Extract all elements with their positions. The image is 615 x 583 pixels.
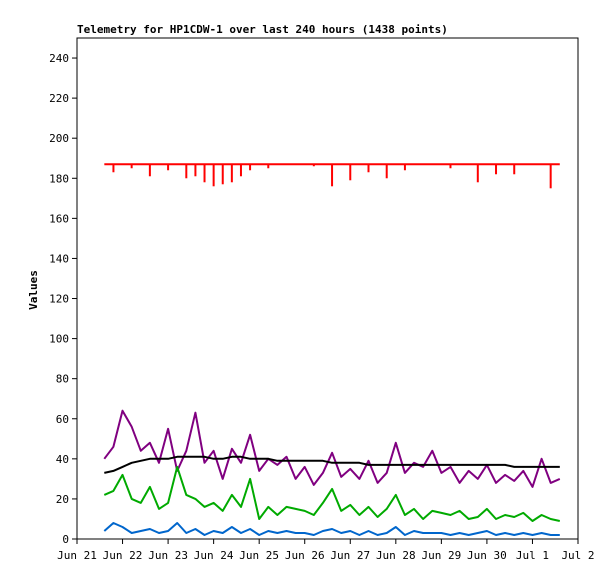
x-tick-label: Jun 23 bbox=[148, 549, 188, 562]
y-tick-label: 180 bbox=[49, 172, 69, 185]
x-axis-ticks: Jun 21 Jun 22 Jun 23 Jun 24 Jun 25 Jun 26 Jun … bbox=[57, 539, 595, 562]
series-line bbox=[103, 409, 561, 488]
x-tick-label: Jun 21 bbox=[57, 549, 97, 562]
y-tick-label: 80 bbox=[56, 373, 69, 386]
x-tick-label: Jul 2 bbox=[561, 549, 594, 562]
x-tick-label: Jun 26 bbox=[285, 549, 325, 562]
y-tick-label: 120 bbox=[49, 293, 69, 306]
y-tick-label: 220 bbox=[49, 92, 69, 105]
plot-frame bbox=[76, 37, 579, 540]
x-tick-label: Jun 24 bbox=[194, 549, 234, 562]
y-tick-label: 200 bbox=[49, 132, 69, 145]
y-tick-label: 140 bbox=[49, 252, 69, 265]
y-tick-label: 100 bbox=[49, 333, 69, 346]
series-line bbox=[103, 522, 560, 536]
y-tick-label: 240 bbox=[49, 52, 69, 65]
y-axis-label: Values bbox=[27, 270, 40, 310]
y-tick-label: 40 bbox=[56, 453, 69, 466]
y-tick-label: 20 bbox=[56, 493, 69, 506]
y-axis-ticks: 0 20 40 60 80 100 120 140 160 180 200 220 240 bbox=[49, 52, 77, 546]
y-tick-label: 160 bbox=[49, 212, 69, 225]
x-tick-label: Jun 28 bbox=[376, 549, 416, 562]
y-tick-label: 0 bbox=[62, 533, 69, 546]
y-tick-label: 60 bbox=[56, 413, 69, 426]
x-tick-label: Jun 27 bbox=[330, 549, 370, 562]
x-tick-label: Jun 25 bbox=[239, 549, 279, 562]
series-line bbox=[104, 455, 560, 474]
series-line bbox=[103, 465, 561, 522]
x-tick-label: Jun 22 bbox=[103, 549, 143, 562]
x-tick-label: Jul 1 bbox=[516, 549, 549, 562]
chart-title: Telemetry for HP1CDW-1 over last 240 hou… bbox=[77, 23, 448, 36]
x-tick-label: Jun 29 bbox=[421, 549, 461, 562]
series-group bbox=[103, 163, 561, 536]
x-tick-label: Jun 30 bbox=[467, 549, 507, 562]
